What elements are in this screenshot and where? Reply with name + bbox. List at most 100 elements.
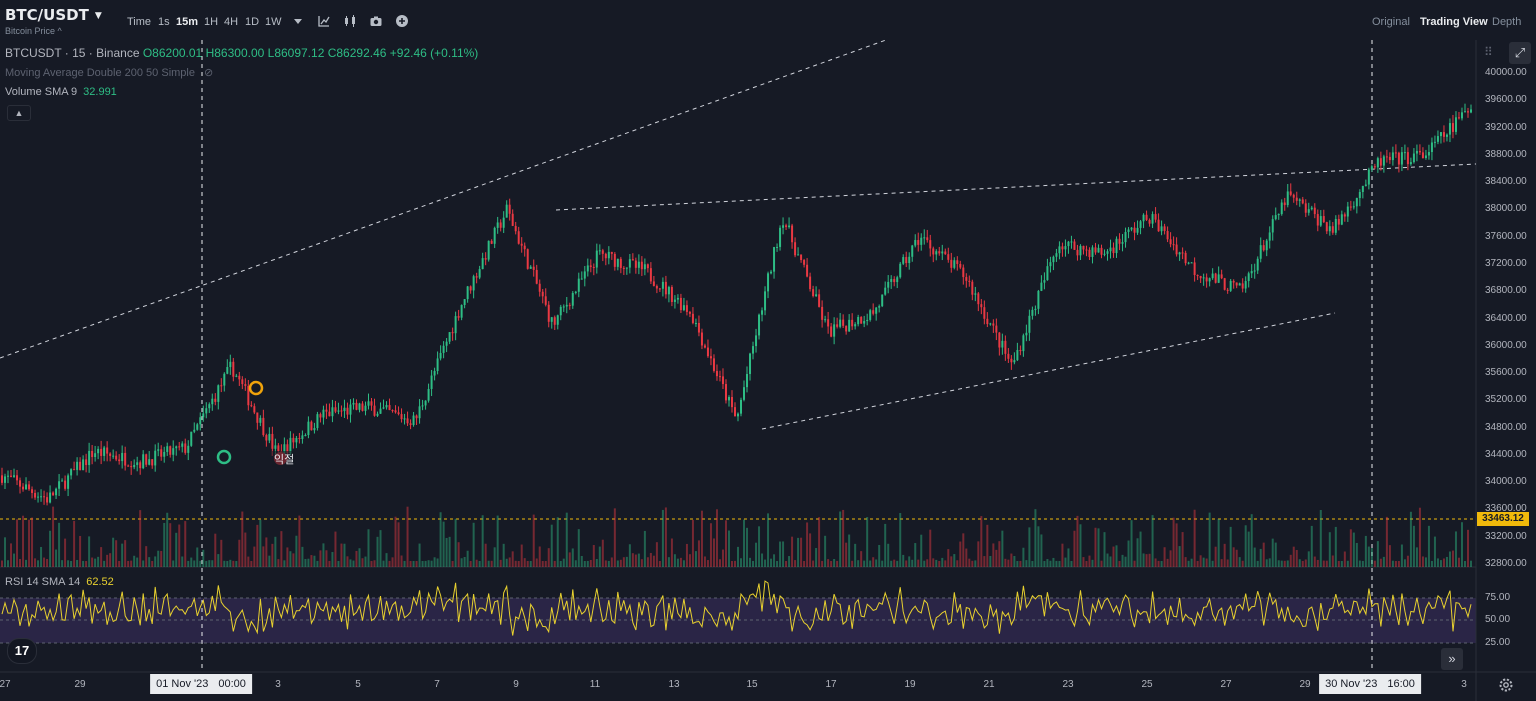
candle-body	[998, 332, 1001, 348]
tab-15m[interactable]: 15m	[176, 16, 199, 28]
dropdown-icon[interactable]	[291, 14, 305, 28]
tab-1h[interactable]: 1H	[204, 16, 219, 28]
tradingview-logo[interactable]: 17	[7, 638, 37, 664]
volume-bar	[214, 533, 217, 567]
auto-scale-icon[interactable]: ⤢	[1509, 42, 1531, 64]
candle-body	[412, 415, 415, 425]
view-original[interactable]: Original	[1372, 16, 1410, 28]
volume-bar	[400, 555, 403, 567]
volume-bar	[1262, 542, 1265, 567]
volume-bar	[1463, 560, 1466, 567]
collapse-legend-button[interactable]: ▲	[7, 105, 31, 121]
candle-body	[676, 297, 679, 300]
volume-bar	[1286, 560, 1289, 567]
volume-bar	[920, 534, 923, 567]
candle-body	[1193, 262, 1196, 276]
ma-legend[interactable]: Moving Average Double 200 50 Simple ⊘	[5, 66, 213, 79]
caret-down-icon: ▼	[94, 10, 102, 21]
tab-1w[interactable]: 1W	[265, 16, 282, 28]
candle-body	[703, 345, 706, 348]
volume-bar	[1157, 560, 1160, 567]
volume-bar	[610, 557, 613, 567]
candle-body	[953, 260, 956, 268]
candle-body	[836, 324, 839, 327]
volume-bar	[403, 560, 406, 567]
trendline-long[interactable]	[0, 40, 887, 359]
tab-4h[interactable]: 4H	[224, 16, 239, 28]
volume-bar	[1115, 545, 1118, 567]
volume-bar	[643, 530, 646, 567]
legend-change: +92.46 (+0.11%)	[389, 46, 479, 60]
gear-icon[interactable]	[1497, 676, 1515, 694]
volume-bar	[845, 542, 848, 567]
candle-body	[1391, 152, 1394, 161]
view-depth[interactable]: Depth	[1492, 16, 1522, 28]
drag-handle-icon[interactable]: ⠿	[1484, 45, 1493, 59]
volume-bar	[1367, 546, 1370, 567]
buy-marker[interactable]	[216, 449, 232, 465]
volume-bar	[601, 539, 604, 567]
volume-bar	[1292, 546, 1295, 567]
volume-bar	[1205, 558, 1208, 567]
candle-body	[541, 291, 544, 297]
camera-icon[interactable]	[369, 14, 383, 28]
candle-body	[1181, 252, 1184, 254]
volume-bar	[896, 560, 899, 567]
sell-marker[interactable]	[248, 380, 264, 396]
volume-bar	[61, 560, 64, 567]
candle-body	[109, 453, 112, 456]
crosshair-time-label-2: 30 Nov '23 16:00	[1319, 674, 1421, 694]
volume-bar	[574, 560, 577, 567]
candle-body	[535, 269, 538, 284]
indicator-icon[interactable]	[317, 14, 331, 28]
chart-canvas[interactable]	[0, 40, 1536, 701]
volume-bar	[475, 559, 478, 567]
candle-body	[869, 310, 872, 320]
volume-bar	[1235, 549, 1238, 567]
ohlc-legend: BTCUSDT · 15 · Binance O86200.01 H86300.…	[5, 46, 478, 60]
tab-1s[interactable]: 1s	[158, 16, 170, 28]
candle-body	[499, 222, 502, 228]
symbol-selector[interactable]: BTC/USDT ▼	[5, 6, 102, 24]
tab-time[interactable]: Time	[127, 16, 152, 28]
chart-area[interactable]: 익절 BTCUSDT · 15 · Binance O86200.01 H863…	[0, 40, 1536, 701]
rsi-legend: RSI 14 SMA 14 62.52	[5, 576, 114, 588]
volume-bar	[235, 560, 238, 567]
eye-hidden-icon[interactable]: ⊘	[204, 67, 214, 79]
candle-body	[148, 459, 151, 465]
candle-body	[121, 452, 124, 462]
volume-bar	[355, 550, 358, 567]
candle-body	[1139, 221, 1142, 228]
candle-body	[1367, 169, 1370, 185]
candle-body	[646, 264, 649, 269]
volume-bar	[427, 560, 430, 567]
trendline-upper[interactable]	[555, 163, 1477, 211]
volume-bar	[106, 554, 109, 567]
volume-bar	[250, 560, 253, 567]
candle-body	[241, 379, 244, 385]
candle-body	[568, 304, 571, 306]
volume-bar	[181, 556, 184, 567]
candle-body	[1088, 249, 1091, 257]
volume-bar	[547, 548, 550, 567]
trendline-lower[interactable]	[761, 312, 1336, 430]
volume-bar	[785, 560, 788, 567]
add-icon[interactable]	[395, 14, 409, 28]
scroll-to-realtime-button[interactable]: »	[1441, 648, 1463, 670]
volume-bar	[148, 557, 151, 567]
legend-title: BTCUSDT · 15 · Binance	[5, 46, 140, 60]
volume-bar	[800, 537, 803, 567]
candle-body	[559, 306, 562, 316]
candle-body	[730, 397, 733, 408]
volume-bar	[743, 519, 746, 567]
candle-body	[421, 405, 424, 407]
volume-bar	[980, 516, 983, 567]
candle-type-icon[interactable]	[343, 14, 357, 28]
view-trading[interactable]: Trading View	[1420, 16, 1488, 28]
candle-body	[217, 385, 220, 402]
candle-body	[1091, 247, 1094, 257]
tab-1d[interactable]: 1D	[245, 16, 260, 28]
candle-body	[1118, 238, 1121, 244]
candle-body	[1166, 230, 1169, 240]
candle-body	[610, 251, 613, 254]
